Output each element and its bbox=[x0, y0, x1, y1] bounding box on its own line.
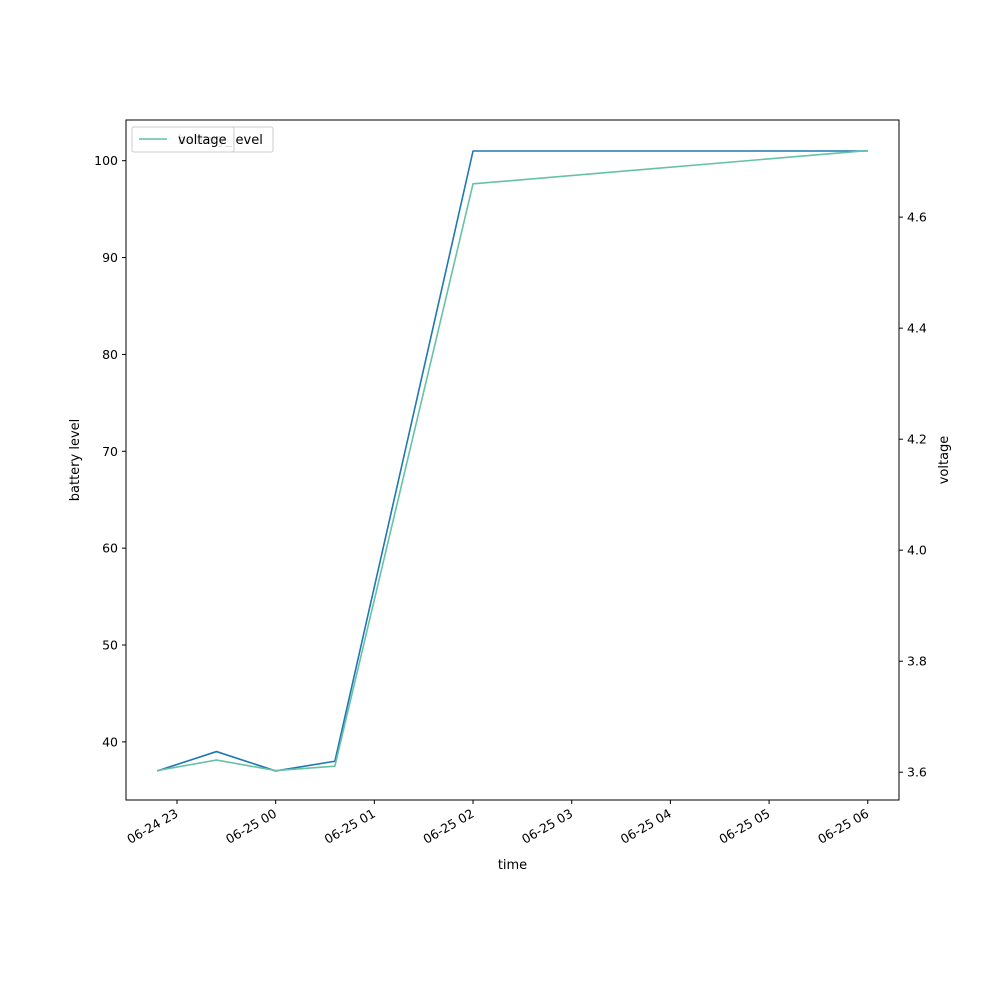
x-tick-label: 06-25 00 bbox=[223, 806, 279, 847]
x-axis-label: time bbox=[498, 858, 527, 873]
legend-box-overlap bbox=[131, 126, 235, 153]
y2-tick-label: 3.8 bbox=[907, 654, 927, 669]
legend: battery_level voltage bbox=[131, 126, 274, 153]
y-tick-label: 40 bbox=[102, 734, 118, 749]
x-tick-label: 06-25 04 bbox=[618, 806, 674, 847]
x-tick-label: 06-25 05 bbox=[716, 806, 772, 847]
x-tick-label: 06-24 23 bbox=[124, 806, 180, 847]
y2-tick-label: 4.4 bbox=[907, 321, 927, 336]
y2-tick-label: 4.0 bbox=[907, 543, 927, 558]
y2-tick-label: 4.2 bbox=[907, 432, 927, 447]
plot-frame bbox=[125, 119, 900, 801]
x-tick-label: 06-25 06 bbox=[815, 806, 871, 847]
y-tick-label: 100 bbox=[94, 153, 118, 168]
x-tick-label: 06-25 01 bbox=[322, 806, 378, 847]
x-axis-ticks: 06-24 23 06-25 00 06-25 01 06-25 02 06-25 03… bbox=[124, 800, 871, 847]
y-tick-label: 60 bbox=[102, 541, 118, 556]
right-y-axis-ticks: 3.6 3.8 4.0 4.2 4.4 4.6 bbox=[899, 210, 927, 780]
right-y-axis-label: voltage bbox=[937, 436, 952, 485]
legend-label-voltage: voltage bbox=[178, 133, 227, 148]
y-tick-label: 50 bbox=[102, 638, 118, 653]
left-y-axis-ticks: 40 50 60 70 80 90 100 bbox=[94, 153, 126, 749]
series-layer bbox=[157, 149, 868, 772]
y2-tick-label: 4.6 bbox=[907, 210, 927, 225]
series-line-voltage bbox=[157, 149, 868, 772]
plot-area-background bbox=[126, 120, 899, 800]
series-line-battery-level bbox=[157, 150, 868, 772]
x-tick-label: 06-25 02 bbox=[420, 806, 476, 847]
y-tick-label: 80 bbox=[102, 347, 118, 362]
x-tick-label: 06-25 03 bbox=[519, 806, 575, 847]
y2-tick-label: 3.6 bbox=[907, 765, 927, 780]
left-y-axis-label: battery level bbox=[68, 419, 83, 502]
y-tick-label: 70 bbox=[102, 444, 118, 459]
y-tick-label: 90 bbox=[102, 250, 118, 265]
